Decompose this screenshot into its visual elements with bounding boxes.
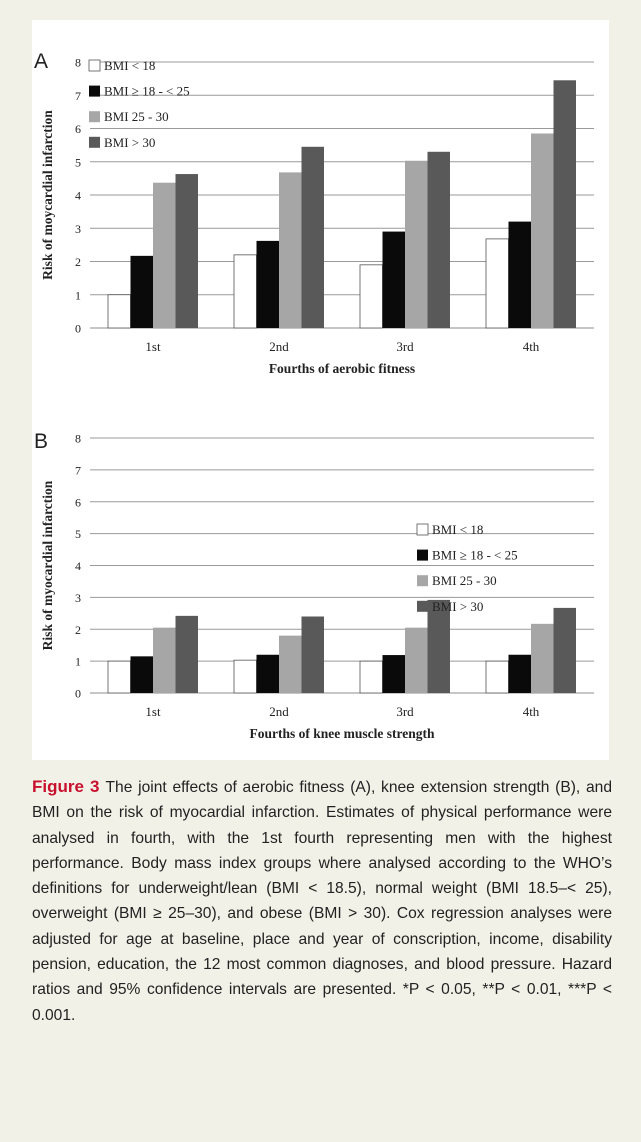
panel-a-bar-1st-series-1 <box>107 294 131 329</box>
panel-b-y-tick-label: 4 <box>75 559 81 573</box>
panel-b-x-tick-label: 4th <box>523 704 540 719</box>
panel-b-y-tick-label: 5 <box>75 527 81 541</box>
panel-a-y-tick-label: 5 <box>75 155 81 169</box>
panel-b-legend-label-2: BMI ≥ 18 - < 25 <box>432 548 518 563</box>
panel-b-x-tick-label: 2nd <box>269 704 289 719</box>
panel-a-bar-4th-series-2 <box>508 221 531 328</box>
panel-a-x-tick-label: 3rd <box>396 339 414 354</box>
panel-b-y-tick-label: 2 <box>75 623 81 637</box>
panel-a-x-tick-label: 1st <box>145 339 161 354</box>
panel-a-bar-3rd-series-4 <box>427 151 450 328</box>
panel-b-bar-3rd-series-3 <box>405 627 428 693</box>
panel-b-y-tick-label: 0 <box>75 687 81 701</box>
panel-b-bar-3rd-series-4 <box>427 599 450 693</box>
panel-a-y-tick-label: 7 <box>75 89 81 103</box>
panel-a-legend-swatch-4 <box>89 136 100 148</box>
panel-a-legend-swatch-3 <box>89 111 100 123</box>
panel-a-y-tick-label: 0 <box>75 322 81 336</box>
panel-a-legend-label-3: BMI 25 - 30 <box>104 109 169 124</box>
panel-a-legend-swatch-1 <box>88 59 101 72</box>
figure-caption: Figure 3 The joint effects of aerobic fit… <box>32 774 612 1028</box>
panel-b-bar-3rd-series-2 <box>382 655 405 693</box>
panel-a-y-axis-title: Risk of moycardial infarction <box>40 110 55 280</box>
panel-b-bar-3rd-series-1 <box>359 660 383 694</box>
panel-a-bar-2nd-series-1 <box>233 254 257 329</box>
panel-a-legend-label-2: BMI ≥ 18 - < 25 <box>104 84 190 99</box>
panel-a-bar-1st-series-2 <box>130 255 153 328</box>
panel-a-bar-1st-series-3 <box>153 182 176 328</box>
panel-a-x-tick-label: 4th <box>523 339 540 354</box>
panel-a-bar-3rd-series-1 <box>359 264 383 329</box>
panel-a-bar-2nd-series-2 <box>256 240 279 328</box>
panel-b-bar-1st-series-4 <box>175 615 198 693</box>
panel-a-label: A <box>34 50 48 73</box>
panel-b-bar-4th-series-1 <box>485 660 509 694</box>
panel-b-bar-1st-series-3 <box>153 627 176 693</box>
panel-a-x-tick-label: 2nd <box>269 339 289 354</box>
caption-text: The joint effects of aerobic fitness (A)… <box>32 779 612 1024</box>
panel-a-legend-swatch-2 <box>89 85 100 97</box>
chart-area: A 0 1 2 3 4 5 6 7 8 1st 2nd 3rd 4th Fourths of aerobic… <box>32 20 609 760</box>
panel-b-legend-swatch-1 <box>416 523 429 536</box>
panel-b-legend-swatch-4 <box>417 600 428 612</box>
panel-a-y-tick-label: 1 <box>75 288 81 302</box>
panel-b-bar-2nd-series-2 <box>256 654 279 693</box>
panel-a-x-axis-title: Fourths of aerobic fitness <box>269 361 415 376</box>
panel-b-legend-label-4: BMI > 30 <box>432 599 483 614</box>
panel-b-x-tick-label: 3rd <box>396 704 414 719</box>
panel-a-bar-4th-series-4 <box>553 80 576 328</box>
panel-b-y-axis-title: Risk of myocardial infarction <box>40 480 55 650</box>
panel-a-y-tick-label: 6 <box>75 122 81 136</box>
panel-a-bar-4th-series-1 <box>485 238 509 329</box>
panel-b-legend-label-3: BMI 25 - 30 <box>432 573 497 588</box>
panel-b-bar-2nd-series-1 <box>233 659 257 694</box>
charts-svg: A 0 1 2 3 4 5 6 7 8 1st 2nd 3rd 4th Fourths of aerobic… <box>34 50 594 741</box>
panel-a-y-tick-label: 3 <box>75 222 81 236</box>
panel-b-legend-label-1: BMI < 18 <box>432 522 483 537</box>
panel-a-legend-label-1: BMI < 18 <box>104 58 155 73</box>
panel-b-y-tick-label: 6 <box>75 495 81 509</box>
panel-a-legend-label-4: BMI > 30 <box>104 135 155 150</box>
panel-b-bar-2nd-series-4 <box>301 616 324 693</box>
panel-b-y-tick-label: 7 <box>75 463 81 477</box>
panel-b-bar-4th-series-3 <box>531 623 554 693</box>
panel-b-y-tick-label: 1 <box>75 655 81 669</box>
panel-b-bar-2nd-series-3 <box>279 635 302 693</box>
panel-b-x-tick-label: 1st <box>145 704 161 719</box>
panel-b-bar-4th-series-2 <box>508 654 531 693</box>
panel-a-bar-4th-series-3 <box>531 133 554 328</box>
panel-a-y-tick-label: 8 <box>75 56 81 70</box>
panel-a-y-tick-label: 2 <box>75 255 81 269</box>
panel-b-bar-4th-series-4 <box>553 607 576 693</box>
panel-a-bar-2nd-series-3 <box>279 172 302 328</box>
panel-a-bar-3rd-series-3 <box>405 160 428 328</box>
panel-a-y-tick-label: 4 <box>75 189 81 203</box>
panel-b-y-tick-label: 3 <box>75 591 81 605</box>
panel-a-bar-2nd-series-4 <box>301 146 324 328</box>
panel-b-y-tick-label: 8 <box>75 432 81 446</box>
panel-b-bar-1st-series-1 <box>107 660 131 694</box>
panel-b-legend-swatch-2 <box>417 549 428 561</box>
panel-b-bar-1st-series-2 <box>130 656 153 693</box>
panel-b-x-axis-title: Fourths of knee muscle strength <box>250 726 435 741</box>
panel-b-label: B <box>34 430 48 453</box>
panel-a-bar-3rd-series-2 <box>382 231 405 328</box>
panel-a-bar-1st-series-4 <box>175 174 198 328</box>
figure-label: Figure 3 <box>32 777 100 796</box>
panel-b-legend-swatch-3 <box>417 575 428 587</box>
